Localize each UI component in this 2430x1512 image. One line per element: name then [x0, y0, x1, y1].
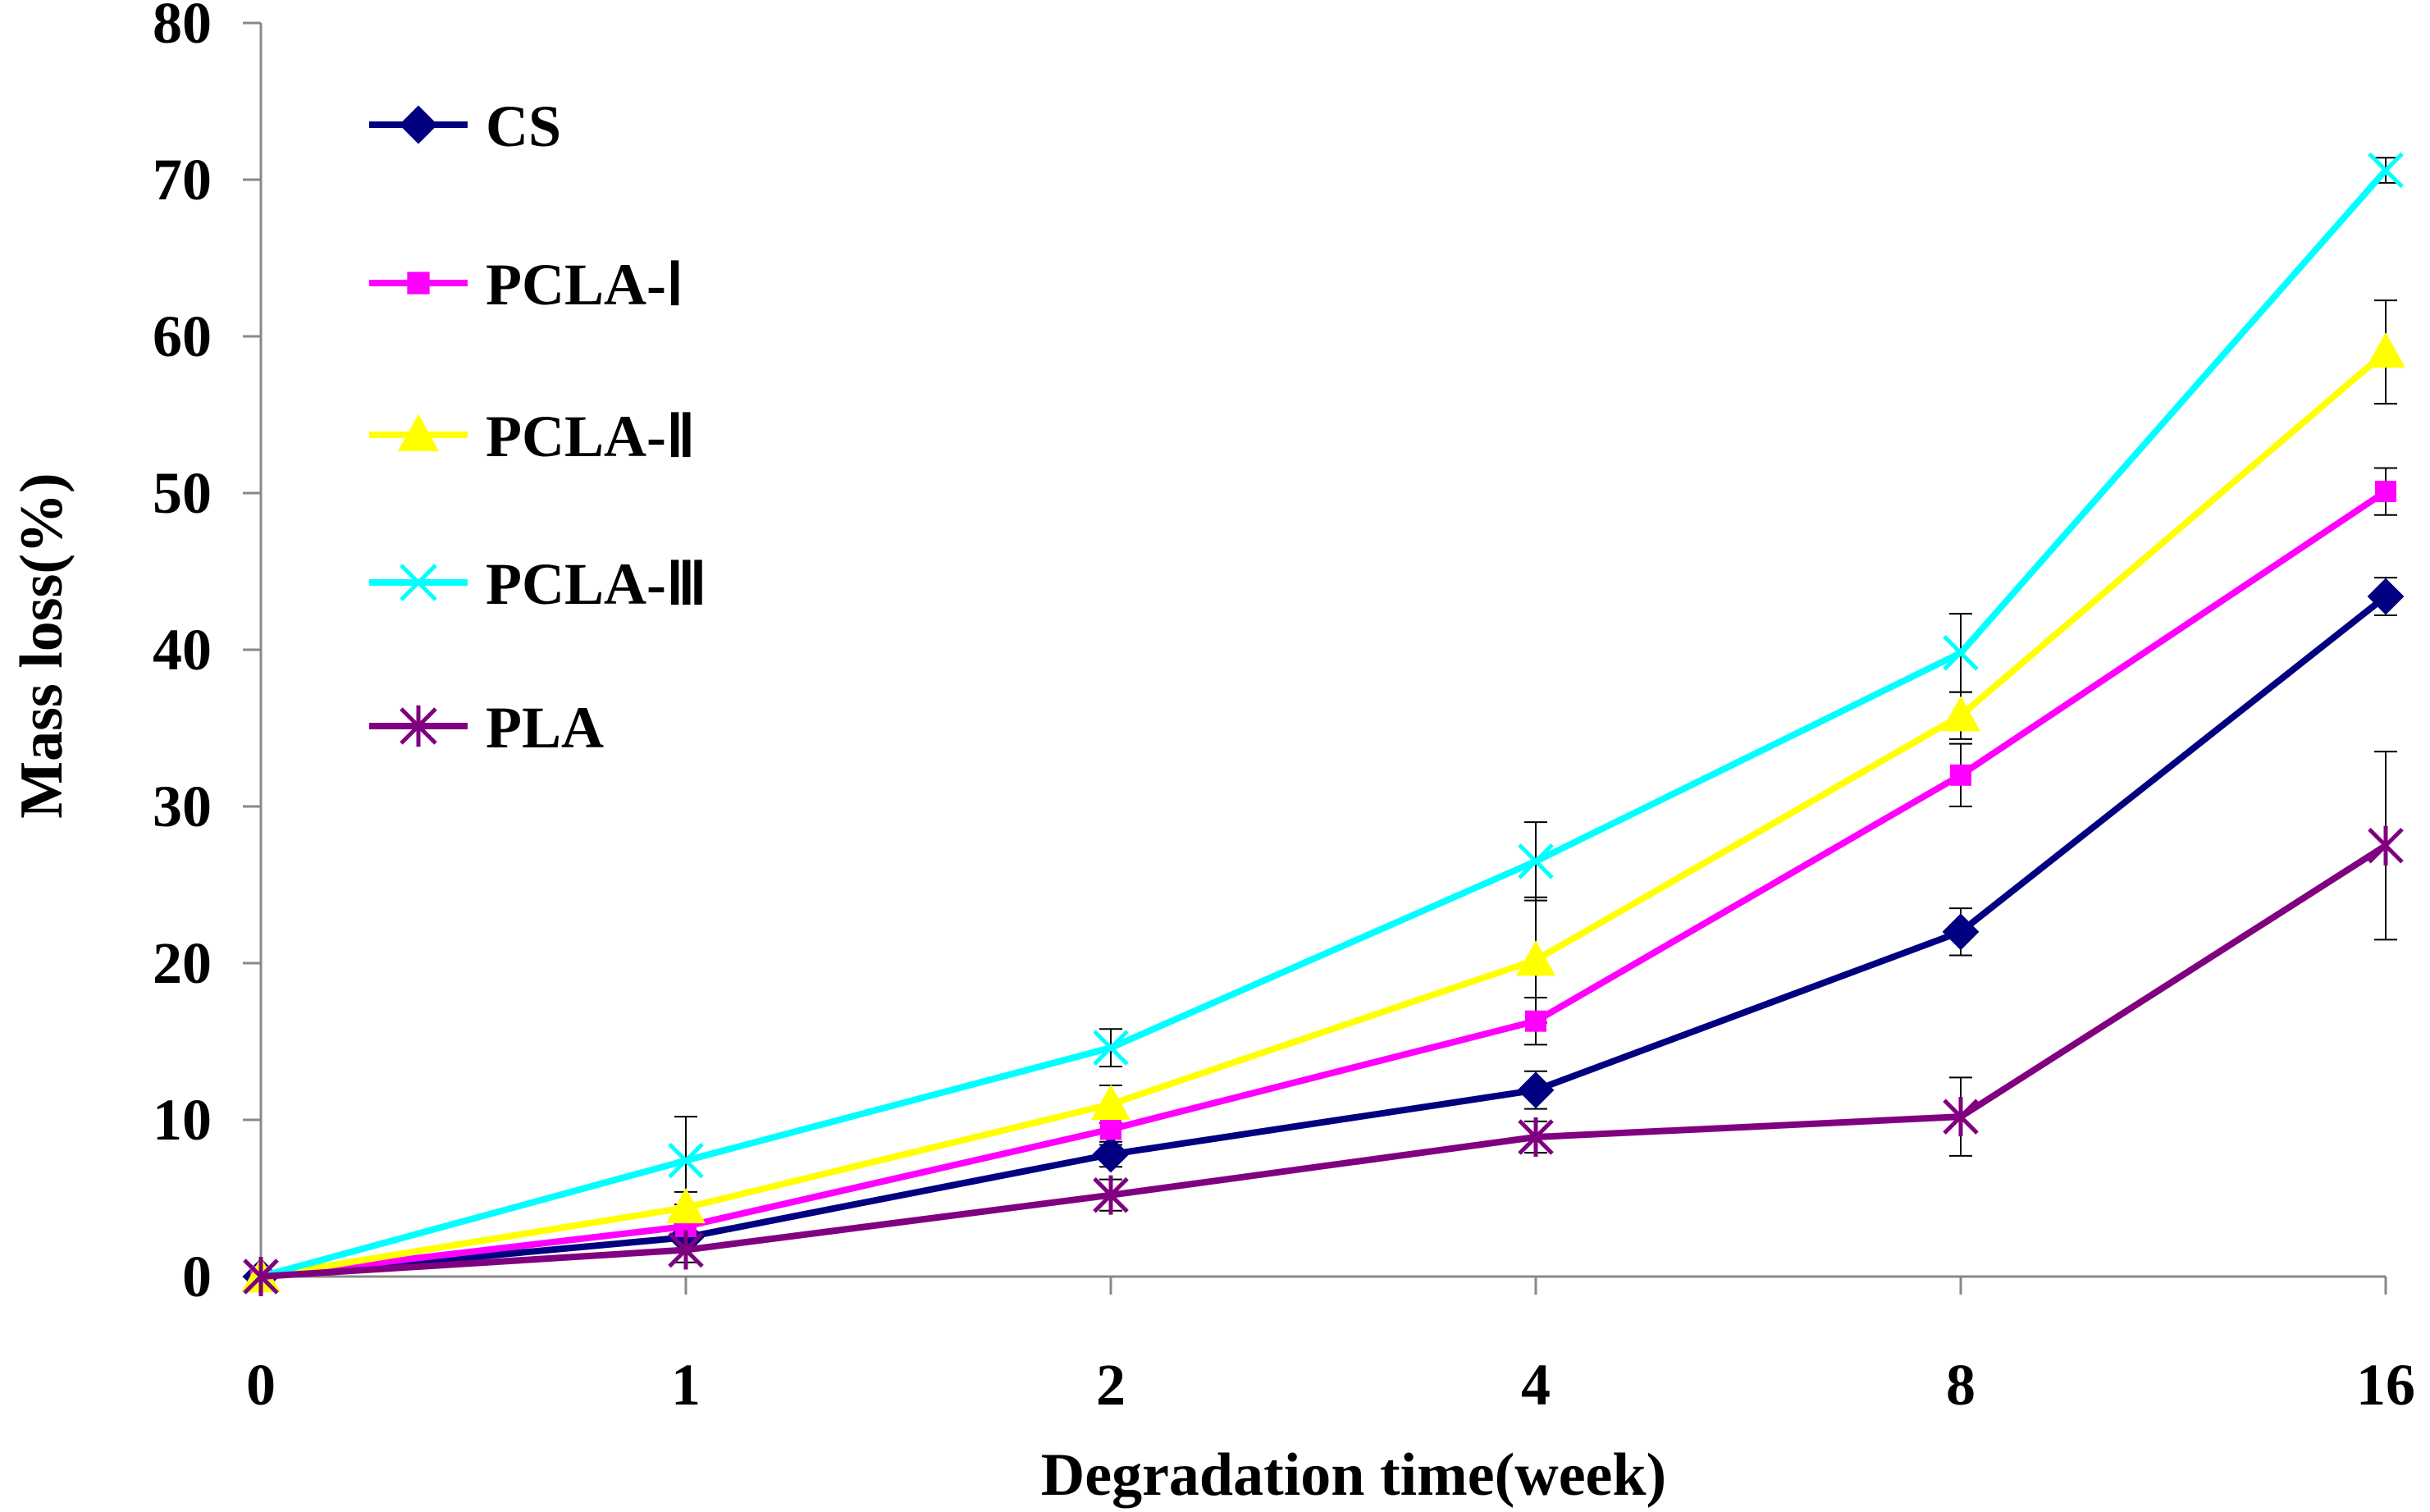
legend-marker [400, 705, 437, 747]
series-pla [243, 825, 2404, 1296]
series-line [260, 349, 2388, 1280]
data-point [1518, 1117, 1554, 1158]
series-line [259, 167, 2389, 1280]
data-point [668, 1142, 704, 1179]
x-tick-label: 1 [671, 1352, 701, 1418]
axes [243, 21, 2387, 1295]
y-tick-label: 20 [153, 930, 212, 996]
y-tick-label: 60 [153, 304, 212, 369]
x-tick-label: 16 [2356, 1352, 2415, 1418]
data-point [668, 1230, 704, 1270]
legend: CS PCLA-Ⅰ PCLA-Ⅱ PCLA-Ⅲ PLA [369, 94, 707, 761]
y-tick-labels: 0 10 20 30 40 50 60 70 80 [153, 0, 212, 1309]
data-point [2368, 152, 2404, 189]
y-tick-label: 30 [153, 774, 212, 839]
y-tick-label: 10 [153, 1087, 212, 1153]
y-tick-label: 40 [153, 617, 212, 683]
series-line [260, 843, 2388, 1280]
series-group [241, 152, 2405, 1296]
data-point [1943, 635, 1979, 671]
data-point [2366, 332, 2405, 368]
y-tick-label: 0 [182, 1244, 212, 1309]
series-line [260, 593, 2388, 1280]
data-point [1100, 1118, 1121, 1140]
legend-item: CS [369, 94, 561, 159]
data-point [1093, 1175, 1129, 1215]
legend-label: CS [486, 94, 561, 159]
y-tick-label: 50 [153, 460, 212, 526]
data-point [2375, 481, 2396, 503]
data-point [1518, 843, 1554, 879]
legend-label: PCLA-Ⅱ [486, 404, 695, 469]
y-tick-label: 70 [153, 147, 212, 212]
data-point [1943, 1097, 1979, 1137]
x-tick-label: 0 [246, 1352, 276, 1418]
data-point [1091, 1084, 1130, 1121]
y-axis-title: Mass loss(%) [8, 473, 75, 818]
legend-marker [397, 413, 440, 452]
data-point [1942, 913, 1980, 951]
data-point [243, 1257, 279, 1296]
data-point [1517, 1071, 1555, 1109]
data-point [1950, 764, 1971, 786]
data-point [2367, 578, 2405, 615]
x-tick-label: 2 [1096, 1352, 1126, 1418]
legend-item: PCLA-Ⅰ [369, 252, 683, 317]
data-point [1092, 1135, 1130, 1173]
data-point [1516, 940, 1555, 976]
y-tick-label: 80 [153, 0, 212, 56]
x-axis-title: Degradation time(week) [1041, 1441, 1666, 1509]
legend-label: PLA [486, 695, 604, 761]
series-line [260, 488, 2388, 1280]
data-point [2368, 825, 2404, 866]
legend-marker [407, 272, 430, 295]
data-point [1941, 696, 1980, 732]
legend-marker [400, 564, 437, 601]
x-tick-label: 4 [1521, 1352, 1551, 1418]
legend-label: PCLA-Ⅰ [486, 252, 683, 317]
series-cs [242, 578, 2405, 1295]
data-point [1525, 1010, 1546, 1032]
x-tick-label: 8 [1946, 1352, 1976, 1418]
x-tick-labels: 0 1 2 4 8 16 [246, 1352, 2415, 1418]
legend-item: PLA [369, 695, 604, 761]
data-point [666, 1187, 706, 1224]
legend-item: PCLA-Ⅲ [369, 551, 707, 617]
legend-item: PCLA-Ⅱ [369, 404, 695, 469]
data-point [1093, 1030, 1129, 1066]
legend-marker [399, 105, 438, 144]
legend-label: PCLA-Ⅲ [486, 551, 707, 617]
series-pcla [241, 332, 2405, 1293]
